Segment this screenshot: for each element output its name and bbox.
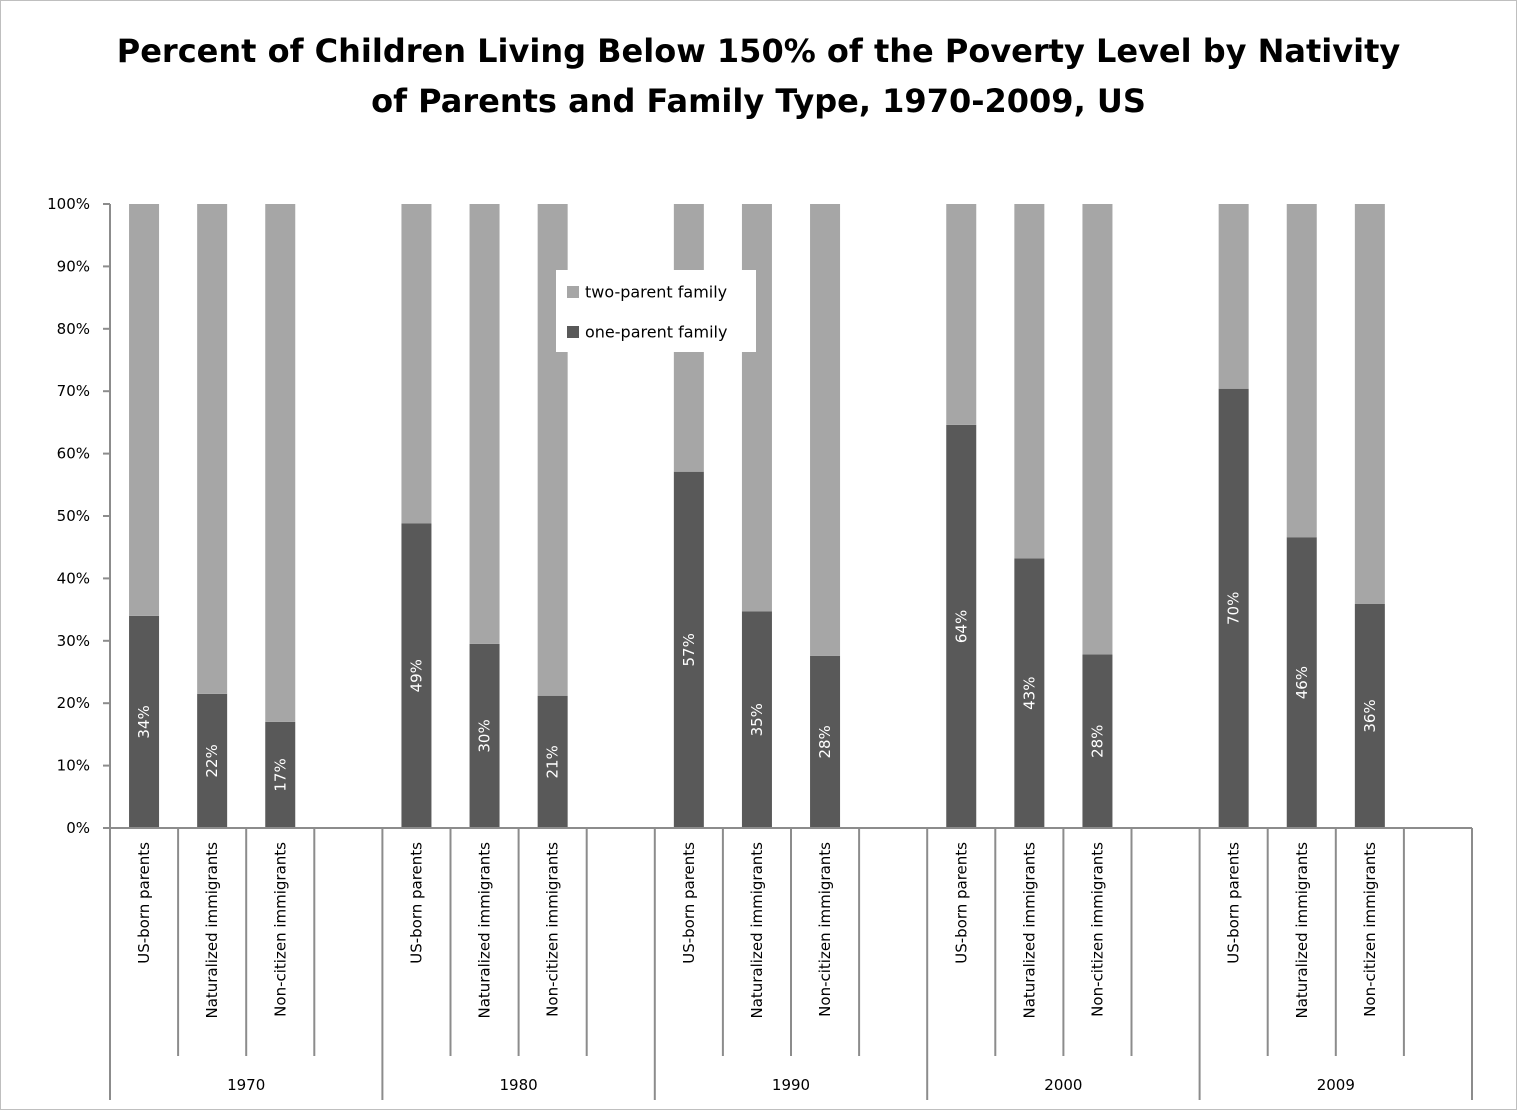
bar-one-parent-1990-non-citizen-immigrants bbox=[810, 655, 841, 828]
legend: two-parent family one-parent family bbox=[556, 270, 756, 352]
group-label-2009: 2009 bbox=[1317, 1076, 1355, 1094]
bar-two-parent-2000-non-citizen-immigrants bbox=[1082, 204, 1113, 655]
bar-two-parent-1970-naturalized-immigrants bbox=[197, 204, 228, 694]
data-label-1980-naturalized-immigrants: 30% bbox=[476, 719, 494, 752]
bar-one-parent-2009-us-born-parents bbox=[1218, 388, 1249, 828]
group-label-1970: 1970 bbox=[227, 1076, 265, 1094]
y-tick-label: 20% bbox=[57, 694, 90, 712]
bar-one-parent-2009-naturalized-immigrants bbox=[1286, 537, 1317, 828]
bar-one-parent-1970-naturalized-immigrants bbox=[197, 693, 228, 828]
bar-one-parent-1970-us-born-parents bbox=[129, 615, 160, 828]
bar-two-parent-1980-naturalized-immigrants bbox=[469, 204, 500, 644]
group-label-2000: 2000 bbox=[1044, 1076, 1082, 1094]
category-label-non-citizen-immigrants: Non-citizen immigrants bbox=[544, 842, 562, 1017]
data-label-1970-us-born-parents: 34% bbox=[135, 705, 153, 738]
bar-two-parent-1990-naturalized-immigrants bbox=[741, 204, 772, 612]
y-tick-label: 60% bbox=[57, 445, 90, 463]
category-label-us-born-parents: US-born parents bbox=[135, 842, 153, 964]
bar-two-parent-2009-us-born-parents bbox=[1218, 204, 1249, 389]
bar-two-parent-2009-non-citizen-immigrants bbox=[1354, 204, 1385, 604]
category-label-naturalized-immigrants: Naturalized immigrants bbox=[476, 842, 494, 1019]
bar-two-parent-2009-naturalized-immigrants bbox=[1286, 204, 1317, 538]
bar-one-parent-1990-us-born-parents bbox=[673, 471, 704, 828]
y-tick-label: 90% bbox=[57, 257, 90, 275]
bar-one-parent-2009-non-citizen-immigrants bbox=[1354, 603, 1385, 828]
bar-one-parent-1980-non-citizen-immigrants bbox=[537, 695, 568, 828]
category-label-non-citizen-immigrants: Non-citizen immigrants bbox=[1361, 842, 1379, 1017]
data-label-2009-us-born-parents: 70% bbox=[1225, 592, 1243, 625]
group-label-1980: 1980 bbox=[500, 1076, 538, 1094]
legend-swatch-one-parent bbox=[567, 326, 579, 338]
bar-two-parent-1970-non-citizen-immigrants bbox=[265, 204, 296, 722]
data-label-2009-naturalized-immigrants: 46% bbox=[1293, 666, 1311, 699]
bars-layer bbox=[129, 204, 1385, 828]
y-tick-label: 40% bbox=[57, 569, 90, 587]
y-tick-label: 30% bbox=[57, 632, 90, 650]
category-label-non-citizen-immigrants: Non-citizen immigrants bbox=[816, 842, 834, 1017]
bar-two-parent-1970-us-born-parents bbox=[129, 204, 160, 616]
bar-one-parent-1980-naturalized-immigrants bbox=[469, 643, 500, 828]
bar-one-parent-1970-non-citizen-immigrants bbox=[265, 721, 296, 828]
legend-label-one-parent: one-parent family bbox=[585, 323, 727, 342]
data-label-2000-naturalized-immigrants: 43% bbox=[1020, 677, 1038, 710]
group-label-1990: 1990 bbox=[772, 1076, 810, 1094]
data-label-2000-non-citizen-immigrants: 28% bbox=[1088, 725, 1106, 758]
data-label-1990-us-born-parents: 57% bbox=[680, 633, 698, 666]
category-label-us-born-parents: US-born parents bbox=[952, 842, 970, 964]
chart-title-line-2: of Parents and Family Type, 1970-2009, U… bbox=[371, 82, 1146, 120]
y-tick-label: 70% bbox=[57, 382, 90, 400]
bar-one-parent-2000-non-citizen-immigrants bbox=[1082, 654, 1113, 828]
data-label-1980-us-born-parents: 49% bbox=[407, 659, 425, 692]
chart-title-line-1: Percent of Children Living Below 150% of… bbox=[116, 32, 1401, 70]
category-label-naturalized-immigrants: Naturalized immigrants bbox=[748, 842, 766, 1019]
legend-label-two-parent: two-parent family bbox=[585, 283, 727, 302]
bar-one-parent-1990-naturalized-immigrants bbox=[741, 611, 772, 828]
bar-two-parent-2000-naturalized-immigrants bbox=[1014, 204, 1045, 559]
chart-title: Percent of Children Living Below 150% of… bbox=[0, 26, 1517, 126]
bar-one-parent-2000-us-born-parents bbox=[946, 424, 977, 828]
category-label-non-citizen-immigrants: Non-citizen immigrants bbox=[1088, 842, 1106, 1017]
x-axis: US-born parents Naturalized immigrants Non… bbox=[109, 827, 1473, 1100]
y-tick-label: 0% bbox=[66, 819, 90, 837]
data-label-1990-naturalized-immigrants: 35% bbox=[748, 703, 766, 736]
legend-swatch-two-parent bbox=[567, 286, 579, 298]
data-label-2009-non-citizen-immigrants: 36% bbox=[1361, 699, 1379, 732]
category-label-naturalized-immigrants: Naturalized immigrants bbox=[1020, 842, 1038, 1019]
y-tick-label: 10% bbox=[57, 757, 90, 775]
bar-two-parent-2000-us-born-parents bbox=[946, 204, 977, 425]
bar-two-parent-1980-us-born-parents bbox=[401, 204, 432, 524]
bar-one-parent-2000-naturalized-immigrants bbox=[1014, 558, 1045, 828]
data-label-1970-non-citizen-immigrants: 17% bbox=[271, 758, 289, 791]
data-label-1990-non-citizen-immigrants: 28% bbox=[816, 725, 834, 758]
y-tick-label: 100% bbox=[47, 195, 90, 213]
category-label-naturalized-immigrants: Naturalized immigrants bbox=[203, 842, 221, 1019]
data-label-2000-us-born-parents: 64% bbox=[952, 610, 970, 643]
category-label-non-citizen-immigrants: Non-citizen immigrants bbox=[271, 842, 289, 1017]
bar-two-parent-1990-non-citizen-immigrants bbox=[810, 204, 841, 656]
bar-one-parent-1980-us-born-parents bbox=[401, 523, 432, 828]
y-axis: 0% 10% 20% 30% 40% 50% 60% 70% 80% 90% 100% bbox=[47, 195, 111, 837]
data-label-1980-non-citizen-immigrants: 21% bbox=[544, 745, 562, 778]
data-labels-layer: 34% 22% 17% 49% 30% 21% 57% 35% 28% 64% 43% 28% 70% 4… bbox=[135, 592, 1379, 792]
data-label-1970-naturalized-immigrants: 22% bbox=[203, 744, 221, 777]
category-label-us-born-parents: US-born parents bbox=[407, 842, 425, 964]
y-tick-label: 80% bbox=[57, 320, 90, 338]
category-label-naturalized-immigrants: Naturalized immigrants bbox=[1293, 842, 1311, 1019]
category-label-us-born-parents: US-born parents bbox=[680, 842, 698, 964]
legend-background bbox=[556, 270, 756, 352]
category-label-us-born-parents: US-born parents bbox=[1225, 842, 1243, 964]
y-tick-label: 50% bbox=[57, 507, 90, 525]
